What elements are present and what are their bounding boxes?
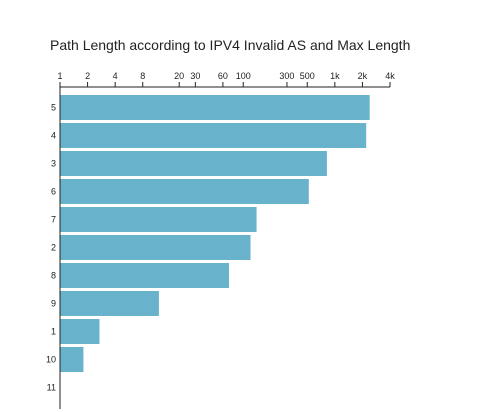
x-tick-label: 100 — [236, 71, 251, 81]
x-tick-label: 300 — [279, 71, 294, 81]
x-tick-label: 2 — [85, 71, 90, 81]
bar-4 — [60, 123, 367, 148]
x-tick-label: 30 — [190, 71, 200, 81]
bar-3 — [60, 151, 327, 176]
y-tick-label-11: 11 — [47, 383, 56, 393]
x-tick-label: 60 — [218, 71, 228, 81]
bar-9 — [60, 291, 159, 316]
bar-7 — [60, 207, 257, 232]
x-tick-label: 4 — [113, 71, 118, 81]
y-tick-label-9: 9 — [51, 299, 56, 309]
y-tick-label-6: 6 — [51, 187, 56, 197]
x-tick-label: 20 — [174, 71, 184, 81]
bar-6 — [60, 179, 309, 204]
y-tick-label-5: 5 — [51, 103, 56, 113]
y-tick-label-8: 8 — [51, 271, 56, 281]
x-tick-label: 8 — [140, 71, 145, 81]
bar-1 — [60, 319, 100, 344]
y-tick-label-1: 1 — [51, 327, 56, 337]
y-tick-label-4: 4 — [51, 131, 56, 141]
bar-2 — [60, 235, 251, 260]
bar-10 — [60, 347, 84, 372]
x-tick-label: 1k — [330, 71, 340, 81]
y-tick-label-3: 3 — [51, 159, 56, 169]
y-tick-label-2: 2 — [51, 243, 56, 253]
bar-5 — [60, 95, 370, 120]
x-tick-label: 2k — [358, 71, 368, 81]
y-tick-label-7: 7 — [51, 215, 56, 225]
x-tick-label: 1 — [57, 71, 62, 81]
x-tick-label: 500 — [300, 71, 315, 81]
bar-8 — [60, 263, 229, 288]
x-tick-label: 4k — [385, 71, 395, 81]
chart-title: Path Length according to IPV4 Invalid AS… — [50, 37, 411, 53]
y-tick-label-10: 10 — [46, 355, 56, 365]
